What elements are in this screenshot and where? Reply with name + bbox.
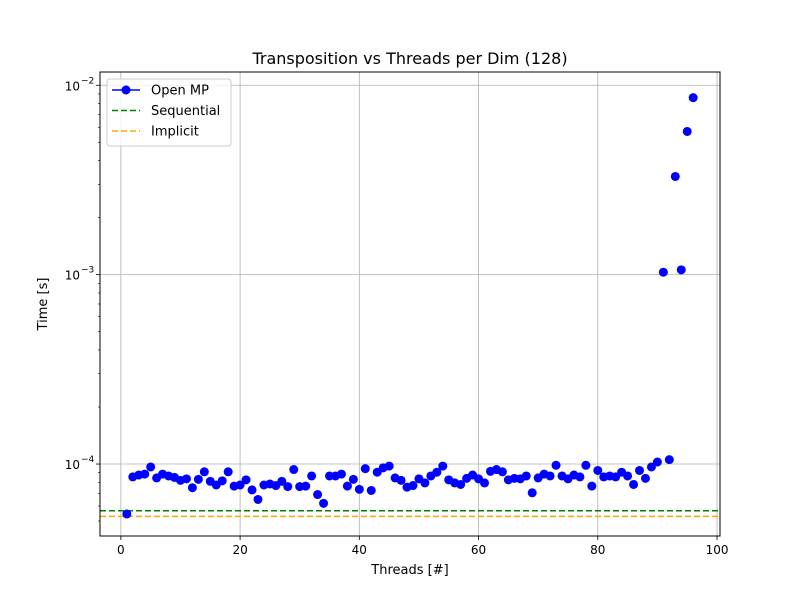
legend-label-open-mp: Open MP <box>151 84 209 99</box>
data-point <box>319 498 329 508</box>
data-point <box>521 471 531 481</box>
data-point <box>438 461 448 471</box>
data-point <box>348 474 358 484</box>
data-point <box>313 490 323 500</box>
legend-box <box>106 78 232 147</box>
data-point <box>629 479 639 489</box>
data-point <box>283 482 293 492</box>
data-point <box>193 474 203 484</box>
x-axis-ticks: 0 20 40 60 80 100 <box>117 536 728 557</box>
data-point <box>688 93 698 103</box>
data-point <box>593 465 603 475</box>
x-tick-label: 0 <box>117 543 125 557</box>
y-tick-label: 10 <box>65 269 80 283</box>
data-point <box>545 471 555 481</box>
data-point <box>199 467 209 477</box>
data-point <box>408 481 418 491</box>
data-point <box>235 480 245 490</box>
data-point <box>635 465 645 475</box>
data-point <box>253 494 263 504</box>
data-point <box>682 126 692 136</box>
legend-marker-open-mp <box>121 85 131 95</box>
data-point <box>354 484 364 494</box>
y-axis-ticks: 10−410−310−2 <box>65 76 100 522</box>
data-point <box>670 171 680 181</box>
data-point <box>122 509 132 519</box>
data-point <box>289 465 299 475</box>
data-point <box>301 481 311 491</box>
legend-label-implicit: Implicit <box>151 125 199 140</box>
data-point <box>575 472 585 482</box>
data-point <box>551 460 561 470</box>
x-tick-label: 20 <box>232 543 247 557</box>
legend-label-sequential: Sequential <box>151 104 220 119</box>
data-point <box>420 478 430 488</box>
data-point <box>497 467 507 477</box>
data-point <box>480 478 490 488</box>
x-tick-label: 80 <box>590 543 605 557</box>
data-point <box>432 467 442 477</box>
x-tick-label: 40 <box>352 543 367 557</box>
data-point <box>187 483 197 493</box>
data-point <box>664 455 674 465</box>
y-tick-exponent: −3 <box>81 266 94 276</box>
chart-title: Transposition vs Threads per Dim (128) <box>251 49 567 68</box>
data-point <box>140 469 150 479</box>
x-axis-label: Threads [#] <box>370 563 448 578</box>
data-point <box>360 464 370 474</box>
reference-lines <box>100 509 720 518</box>
data-point <box>676 265 686 275</box>
data-point <box>581 460 591 470</box>
data-point <box>366 485 376 495</box>
data-point <box>623 471 633 481</box>
data-point <box>342 481 352 491</box>
data-point <box>456 479 466 489</box>
data-point <box>146 462 156 472</box>
data-point <box>336 469 346 479</box>
data-point <box>587 481 597 491</box>
data-points <box>122 93 698 519</box>
y-tick-label: 10 <box>65 79 80 93</box>
y-tick-exponent: −4 <box>81 455 95 465</box>
y-axis-label: Time [s] <box>36 278 51 332</box>
legend: Open MP Sequential Implicit <box>106 78 232 147</box>
y-tick-exponent: −2 <box>81 76 94 86</box>
data-point <box>241 475 251 485</box>
data-point <box>217 476 227 486</box>
data-point <box>396 475 406 485</box>
data-point <box>652 457 662 467</box>
data-point <box>658 267 668 277</box>
y-tick-label: 10 <box>65 458 80 472</box>
data-point <box>384 461 394 471</box>
data-point <box>181 474 191 484</box>
data-point <box>223 467 233 477</box>
x-tick-label: 100 <box>706 543 729 557</box>
data-point <box>646 462 656 472</box>
data-point <box>307 471 317 481</box>
data-point <box>247 485 257 495</box>
data-point <box>640 473 650 483</box>
x-tick-label: 60 <box>471 543 486 557</box>
data-point <box>277 476 287 486</box>
data-point <box>527 488 537 498</box>
